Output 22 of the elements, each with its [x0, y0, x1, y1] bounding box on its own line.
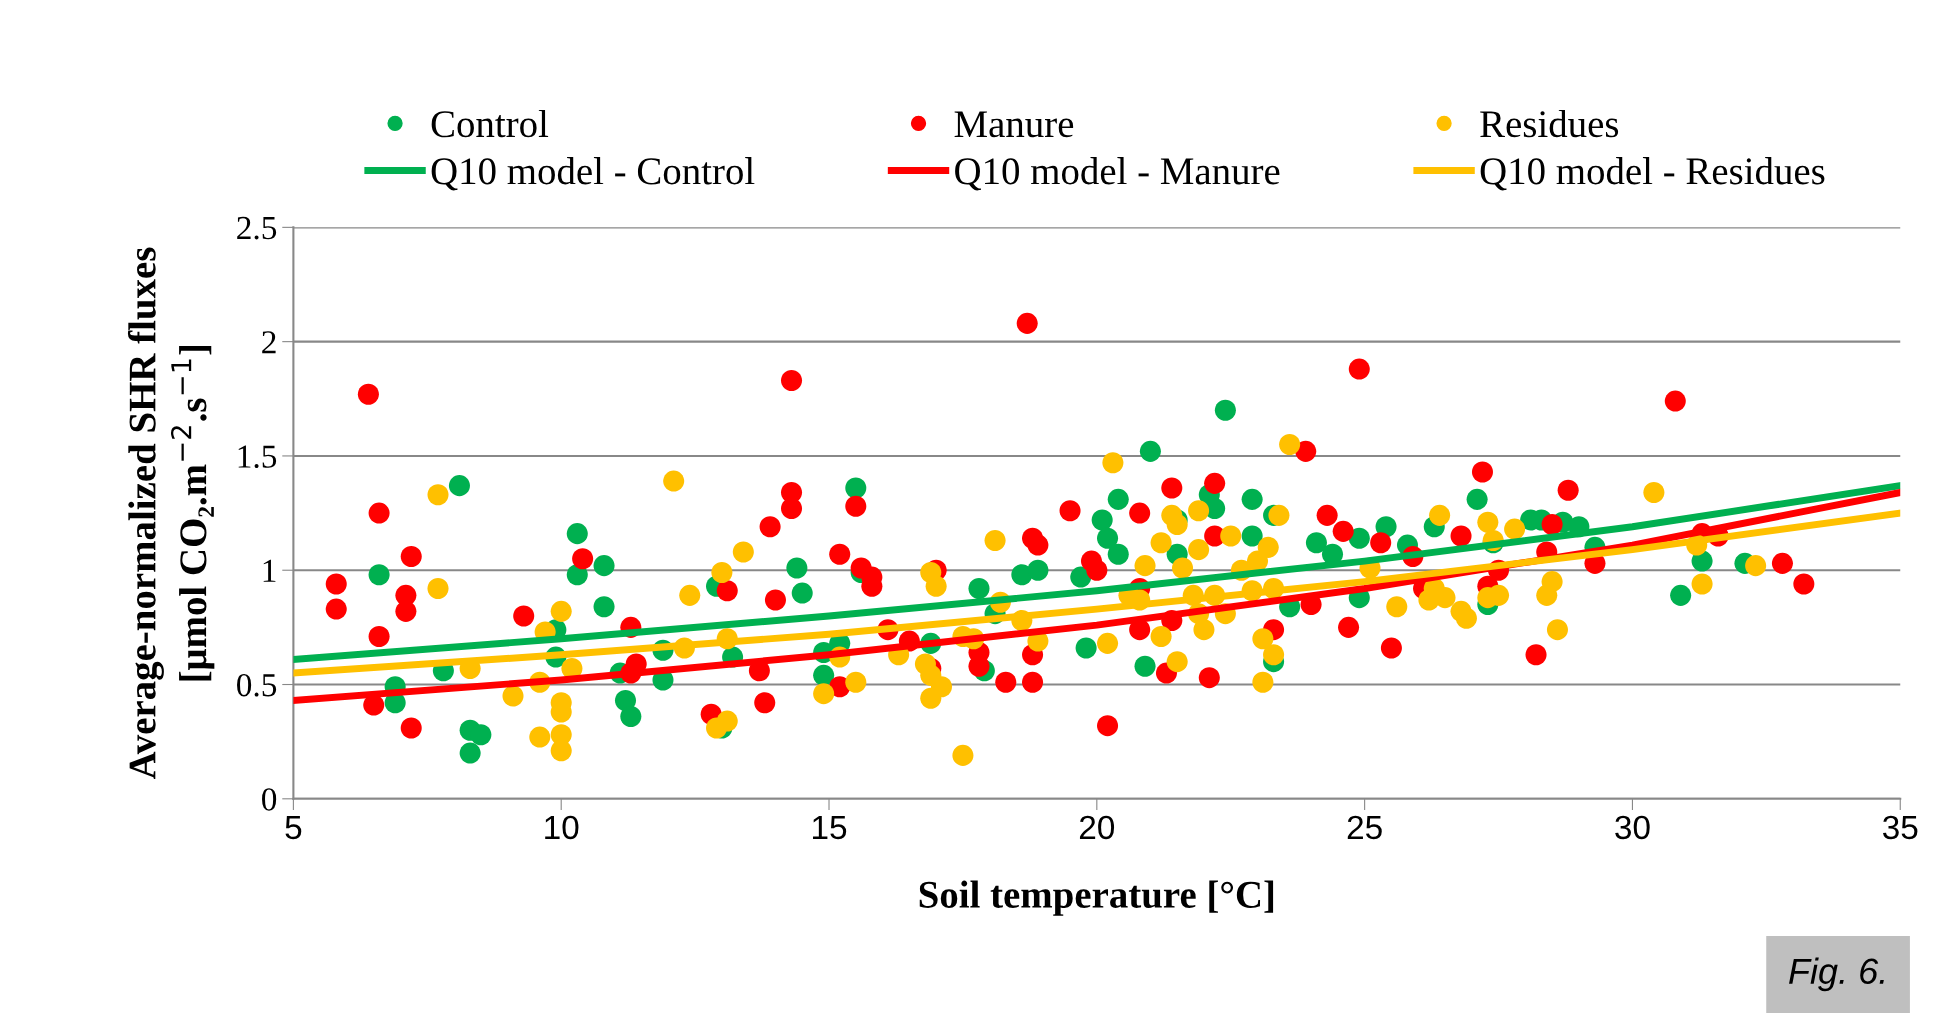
- x-tick-label: 30: [1615, 815, 1650, 840]
- x-tick-label: 5: [285, 816, 302, 840]
- y-tick-label: 0: [262, 788, 277, 811]
- legend-label: Q10 model - Control: [431, 157, 755, 191]
- y-tick-label: 1: [263, 559, 276, 582]
- caption: Fig. 6.: [1789, 957, 1884, 992]
- y-axis-title: Average-normalized SHR fluxes [μmol CO₂.m$^{−2}$.s$^{−1}$]: [127, 247, 215, 780]
- x-tick-label: 10: [545, 815, 579, 840]
- x-tick-label: 25: [1347, 815, 1382, 840]
- legend-label: Q10 model - Residues: [1480, 157, 1825, 191]
- legend-label: Q10 model - Manure: [955, 157, 1280, 191]
- x-tick-label: 20: [1079, 815, 1115, 840]
- x-tick-label: 35: [1882, 815, 1918, 840]
- x-axis-title: Soil temperature [°C]: [919, 880, 1274, 916]
- legend-label: Control: [431, 109, 549, 138]
- y-tick-label: 1.5: [238, 445, 277, 468]
- y-tick-label: 2.5: [237, 216, 277, 240]
- legend-label: Residues: [1480, 109, 1619, 138]
- x-tick-label: 15: [813, 816, 847, 840]
- y-tick-label: 2: [262, 331, 276, 354]
- y-tick-label: 0.5: [237, 673, 277, 697]
- legend-label: Manure: [954, 111, 1074, 138]
